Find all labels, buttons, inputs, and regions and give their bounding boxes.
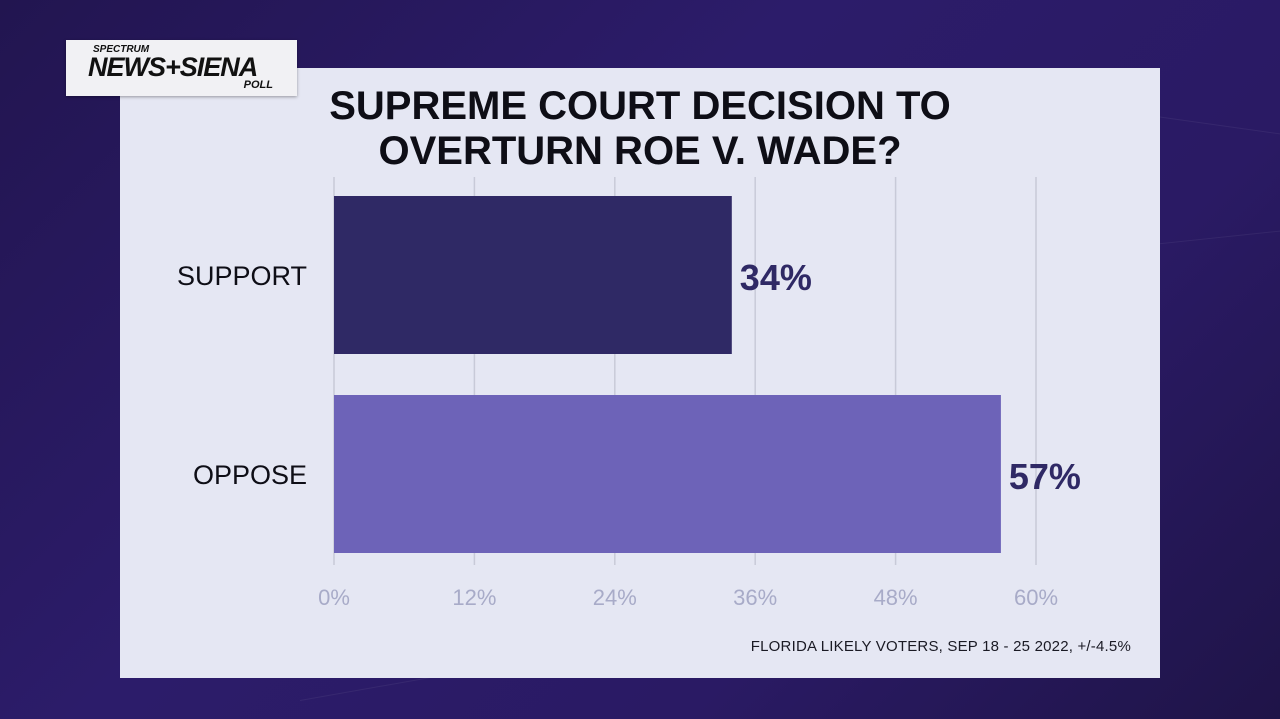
x-tick-label: 60% bbox=[1014, 585, 1058, 610]
bar-oppose bbox=[334, 395, 1001, 553]
bar-support bbox=[334, 196, 732, 354]
x-tick-label: 36% bbox=[733, 585, 777, 610]
x-tick-label: 0% bbox=[318, 585, 350, 610]
logo-brand-text: NEWS+SIENA bbox=[88, 52, 258, 82]
chart-title: SUPREME COURT DECISION TO OVERTURN ROE V… bbox=[120, 84, 1160, 174]
chart-panel bbox=[120, 68, 1160, 678]
logo-poll-text: POLL bbox=[243, 79, 273, 91]
x-tick-label: 48% bbox=[874, 585, 918, 610]
x-tick-label: 24% bbox=[593, 585, 637, 610]
category-label: OPPOSE bbox=[193, 460, 307, 490]
category-label: SUPPORT bbox=[177, 261, 307, 291]
logo-spectrum-text: SPECTRUM bbox=[93, 44, 150, 55]
chart-title-line-1: SUPREME COURT DECISION TO bbox=[329, 84, 951, 128]
x-tick-label: 12% bbox=[452, 585, 496, 610]
value-label: 34% bbox=[740, 257, 812, 298]
news-siena-poll-logo: SPECTRUM NEWS+SIENA POLL bbox=[66, 40, 297, 96]
value-label: 57% bbox=[1009, 456, 1081, 497]
poll-footnote: FLORIDA LIKELY VOTERS, SEP 18 - 25 2022,… bbox=[750, 638, 1131, 655]
chart-title-line-2: OVERTURN ROE V. WADE? bbox=[378, 129, 902, 173]
